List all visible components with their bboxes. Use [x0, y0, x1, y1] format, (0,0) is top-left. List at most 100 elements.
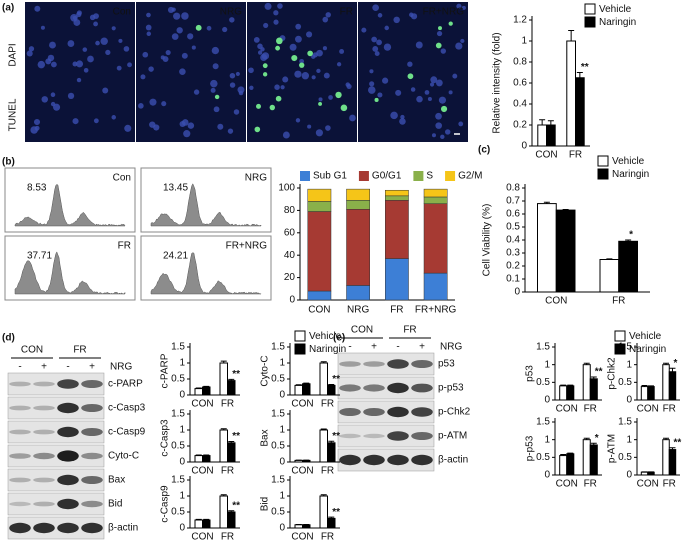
y-tick-label: 1 — [279, 358, 285, 369]
nucleus — [429, 82, 435, 87]
tunel-positive — [299, 62, 305, 68]
nucleus — [318, 97, 323, 102]
x-tick-label: CON — [191, 466, 213, 477]
blot-band — [363, 433, 385, 439]
y-axis-label: c-Casp9 — [160, 485, 171, 523]
y-tick-label: 0 — [626, 395, 632, 406]
x-tick-label: CON — [308, 305, 330, 316]
y-tick-label: 20 — [284, 272, 296, 283]
nucleus — [431, 133, 436, 138]
nucleus — [118, 38, 123, 43]
significance: ** — [332, 374, 340, 385]
nucleus — [382, 77, 389, 84]
nucleus — [435, 122, 442, 129]
blot-band — [9, 429, 31, 435]
error-bar — [203, 454, 210, 456]
error-bar — [560, 454, 567, 456]
nucleus — [277, 3, 283, 9]
tunel-positive — [318, 101, 323, 106]
y-tick-label: 1.5 — [171, 342, 185, 353]
bar-segment — [307, 290, 332, 301]
bar — [294, 524, 303, 529]
blot-band — [387, 406, 409, 418]
error-bar — [583, 437, 590, 440]
y-tick-label: 0 — [279, 523, 285, 534]
nucleus — [50, 92, 56, 97]
bar — [302, 459, 311, 463]
nucleus — [280, 85, 285, 90]
error-bar — [228, 441, 235, 443]
blot-band — [81, 380, 103, 388]
nucleus — [460, 38, 465, 44]
bar — [640, 386, 649, 401]
nucleus — [138, 103, 144, 109]
error-bar — [647, 385, 654, 387]
nucleus — [153, 124, 160, 131]
blot-band — [363, 408, 385, 416]
legend-swatch — [294, 330, 306, 342]
nucleus — [28, 46, 35, 52]
y-tick-label: 1.5 — [618, 417, 632, 428]
x-tick-label: CON — [545, 296, 567, 307]
nucleus — [191, 45, 196, 50]
blot-strip — [7, 396, 105, 420]
nucleus — [34, 5, 41, 12]
sub-g1-percent: 37.71 — [27, 251, 52, 262]
tunel-positive — [448, 21, 453, 26]
nucleus — [461, 5, 466, 10]
error-bar — [228, 378, 235, 381]
nucleus — [47, 54, 55, 62]
bar — [219, 495, 228, 529]
error-bar — [641, 385, 648, 387]
nucleus — [213, 106, 220, 113]
flow-condition: Con — [113, 173, 131, 184]
nucleus — [93, 118, 99, 124]
nucleus — [72, 61, 78, 67]
bar-segment — [385, 189, 409, 197]
tunel-positive — [262, 63, 268, 69]
error-bar — [195, 387, 202, 389]
flow-histogram — [14, 184, 126, 227]
sub-g1-percent: 24.21 — [163, 251, 188, 262]
legend-label: Vehicle — [309, 331, 342, 342]
y-tick-label: 0.6 — [513, 78, 527, 89]
legend-swatch — [413, 171, 424, 181]
error-bar — [303, 382, 310, 384]
significance: ** — [332, 431, 340, 442]
blot-group: FR — [403, 325, 416, 336]
error-bar — [583, 362, 590, 365]
y-tick-label: 0 — [626, 470, 632, 481]
nucleus — [145, 24, 152, 31]
nucleus — [458, 121, 464, 127]
bar — [668, 371, 677, 401]
bar-segment — [346, 188, 370, 201]
nucleus — [407, 61, 413, 67]
nucleus — [322, 16, 329, 23]
protein-label: c-Casp9 — [108, 427, 146, 438]
legend-label: Naringin — [612, 169, 649, 180]
bar — [319, 429, 328, 463]
stain-label: DAPI — [8, 43, 19, 66]
x-tick-label: CON — [291, 399, 313, 410]
tunel-positive — [275, 95, 282, 102]
legend-swatch — [294, 343, 306, 355]
error-bar — [543, 201, 550, 204]
error-bar — [220, 494, 227, 496]
nucleus — [282, 76, 289, 83]
nucleus — [210, 87, 216, 93]
y-tick-label: 80 — [284, 205, 296, 216]
bar-segment — [423, 188, 448, 198]
x-tick-label: NRG — [347, 305, 369, 316]
tunel-positive — [269, 104, 276, 111]
nucleus — [339, 49, 345, 54]
x-tick-label: CON — [556, 479, 578, 490]
y-tick-label: 1.2 — [513, 15, 527, 26]
nucleus — [311, 75, 316, 80]
nucleus — [452, 73, 458, 79]
bar — [202, 386, 211, 396]
micrograph — [136, 2, 246, 142]
blot-group: CON — [21, 345, 43, 356]
x-tick-label: CON — [291, 532, 313, 543]
nucleus — [95, 40, 100, 46]
tunel-positive — [214, 94, 220, 100]
